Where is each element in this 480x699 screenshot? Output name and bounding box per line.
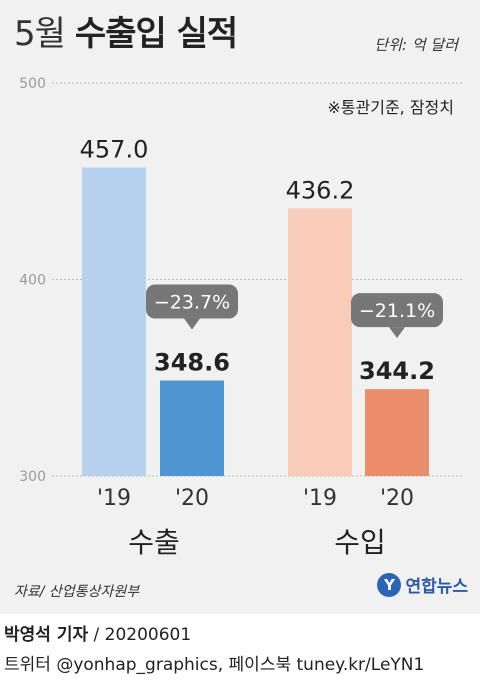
bar xyxy=(365,389,429,476)
bar-value-label: 457.0 xyxy=(80,135,149,163)
bar-value-label: 348.6 xyxy=(154,349,230,377)
chart-card: 5월 수출입 실적 단위: 억 달러 ※통관기준, 잠정치 500 400 300 45… xyxy=(0,0,480,614)
y-tick-label: 400 xyxy=(19,273,46,289)
publish-date: / 20200601 xyxy=(93,625,192,645)
group-label: 수입 xyxy=(334,526,386,559)
byline: 박영석 기자 / 20200601 xyxy=(4,620,191,645)
y-tick-label: 500 xyxy=(19,76,46,92)
group-label: 수출 xyxy=(128,526,180,559)
bar xyxy=(82,167,146,476)
reporter-name: 박영석 기자 xyxy=(4,625,89,645)
bar xyxy=(288,208,352,476)
source-label: 자료/ 산업통상자원부 xyxy=(14,584,140,600)
x-tick-label: '20 xyxy=(380,486,414,511)
yonhap-logo: Y 연합뉴스 xyxy=(377,572,468,597)
change-label: −23.7% xyxy=(154,292,230,314)
change-bubble xyxy=(146,284,238,319)
logo-mark-icon: Y xyxy=(377,572,402,597)
change-bubble-pointer xyxy=(184,318,200,330)
unit-label: 단위: 억 달러 xyxy=(374,36,458,54)
footnote: ※통관기준, 잠정치 xyxy=(327,98,454,117)
bar xyxy=(160,380,224,476)
change-bubble-pointer xyxy=(389,327,405,339)
x-tick-label: '20 xyxy=(175,486,209,511)
bar-value-label: 344.2 xyxy=(359,357,435,385)
title-main: 수출입 실적 xyxy=(74,14,238,54)
bar-value-label: 436.2 xyxy=(286,176,355,204)
change-label: −21.1% xyxy=(359,300,435,322)
bar-chart: 500 400 300 457.0 '19 348.6 '20 −23.7% 수출 436.2 '1… xyxy=(19,76,462,559)
y-tick-label: 300 xyxy=(19,469,46,485)
change-bubble xyxy=(351,293,443,328)
title-month: 5월 xyxy=(14,14,66,54)
x-tick-label: '19 xyxy=(97,486,131,511)
logo-text: 연합뉴스 xyxy=(405,577,468,597)
social-links: 트위터 @yonhap_graphics, 페이스북 tuney.kr/LeYN… xyxy=(4,655,425,675)
chart-title: 5월 수출입 실적 xyxy=(14,14,238,54)
x-tick-label: '19 xyxy=(303,486,337,511)
